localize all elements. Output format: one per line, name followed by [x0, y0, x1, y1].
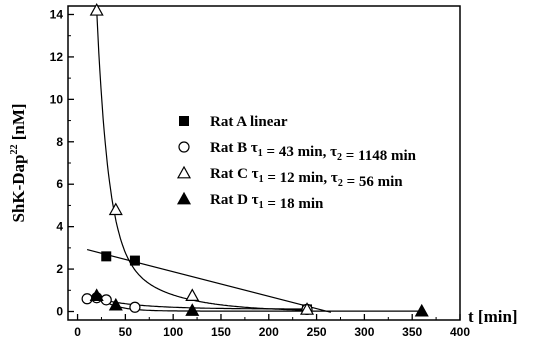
legend-marker: [178, 141, 190, 153]
y-tick-label: 14: [50, 7, 64, 21]
fit-line-rat-c: [96, 10, 312, 311]
legend-entry: Rat C τ1 = 12 min, τ2 = 56 min: [210, 166, 403, 190]
legend-entry: Rat A linear: [210, 114, 288, 130]
y-tick-label: 2: [56, 262, 63, 276]
x-tick-label: 250: [307, 325, 327, 339]
y-tick-label: 8: [56, 135, 63, 149]
fit-line-rat-d: [96, 295, 422, 312]
legend-entry: Rat B τ1 = 43 min, τ2 = 1148 min: [210, 140, 417, 164]
data-point: [414, 303, 429, 317]
x-tick-label: 400: [450, 325, 470, 339]
ticks: 0 50 100 150 200 250 300 350 400 0 2 4 6 8 10 12 14: [50, 7, 471, 339]
x-tick-label: 150: [211, 325, 231, 339]
data-point: [89, 288, 104, 302]
data-point: [129, 255, 140, 266]
y-tick-label: 10: [50, 92, 64, 106]
y-tick-label: 6: [56, 177, 63, 191]
data-point: [89, 3, 104, 16]
y-axis-title: ShK-Dap22 [nM]: [9, 103, 28, 222]
x-tick-label: 200: [259, 325, 279, 339]
x-axis-title: t [min]: [468, 307, 518, 326]
data-point: [185, 303, 200, 316]
y-tick-label: 4: [56, 220, 63, 234]
x-tick-label: 100: [163, 325, 183, 339]
legend-marker: [176, 165, 192, 179]
legend-marker: [176, 191, 192, 205]
data-markers: [81, 3, 429, 317]
legend-entry: Rat D τ1 = 18 min: [210, 192, 324, 212]
x-tick-label: 50: [119, 325, 133, 339]
data-point: [101, 251, 112, 262]
data-point: [108, 202, 123, 216]
data-point: [81, 293, 93, 305]
x-tick-label: 350: [402, 325, 422, 339]
x-tick-label: 0: [74, 325, 81, 339]
fit-curves: [86, 10, 422, 313]
data-point: [129, 301, 141, 313]
data-point: [108, 297, 123, 311]
y-tick-label: 12: [50, 50, 64, 64]
x-tick-label: 300: [354, 325, 374, 339]
fit-line-rat-a: [86, 249, 332, 313]
legend: Rat A linear Rat B τ1 = 43 min, τ2 = 1148…: [176, 114, 417, 212]
y-tick-label: 0: [56, 305, 63, 319]
legend-marker: [179, 116, 189, 126]
data-point: [300, 302, 315, 315]
data-point: [185, 288, 200, 302]
